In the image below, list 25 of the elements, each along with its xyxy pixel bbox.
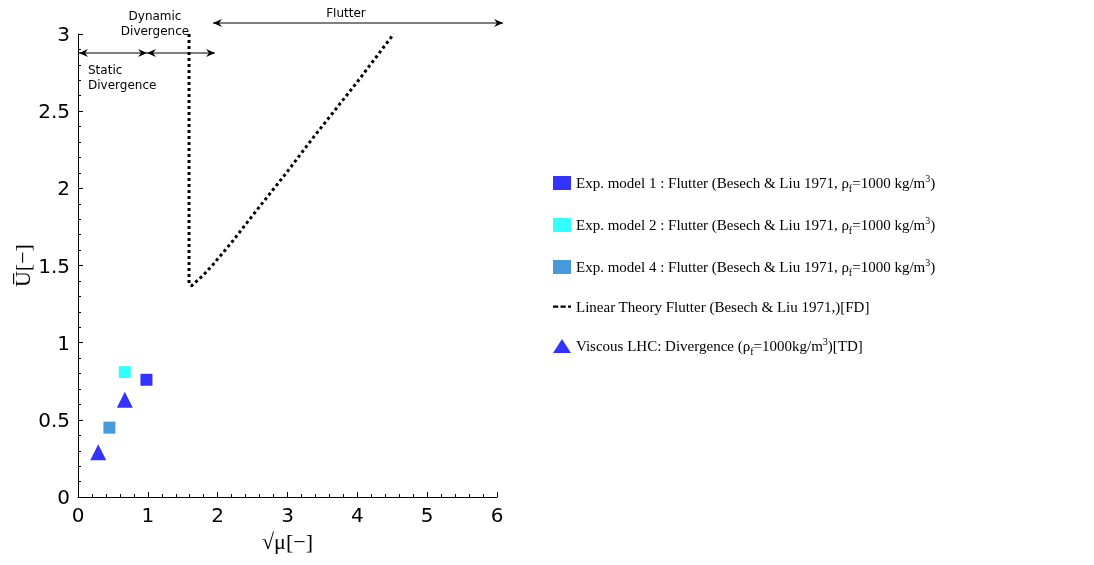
- y-tick-label: 1.5: [38, 253, 70, 278]
- y-tick-label: 0.5: [38, 407, 70, 432]
- point: [90, 444, 107, 461]
- y-tick-label: 2: [57, 176, 70, 201]
- line-series: [187, 32, 396, 288]
- x-tick-label: 1: [141, 503, 155, 528]
- x-tick-label: 6: [490, 503, 504, 528]
- point: [118, 366, 131, 379]
- point: [116, 391, 133, 408]
- x-tick-label: 4: [350, 503, 364, 528]
- y-axis-title: U̅[−]: [9, 244, 35, 288]
- annotation: Dynamic Divergence: [120, 8, 190, 38]
- y-tick-label: 2.5: [38, 99, 70, 124]
- x-tick-label: 5: [420, 503, 434, 528]
- x-tick-label: 3: [281, 503, 294, 528]
- point: [140, 373, 153, 386]
- y-tick-label: 0: [57, 485, 70, 510]
- annotation: Static Divergence: [88, 62, 157, 92]
- text: Flutter: [326, 5, 366, 20]
- y-tick-label: 1: [57, 330, 70, 355]
- x-axis-title: √μ[−]: [262, 528, 313, 554]
- legend-label: Linear Theory Flutter (Besech & Liu 1971,)[FD]: [576, 298, 870, 316]
- x-tick-label: 2: [211, 503, 225, 528]
- y-tick-label: 3: [57, 22, 70, 46]
- point: [103, 421, 116, 434]
